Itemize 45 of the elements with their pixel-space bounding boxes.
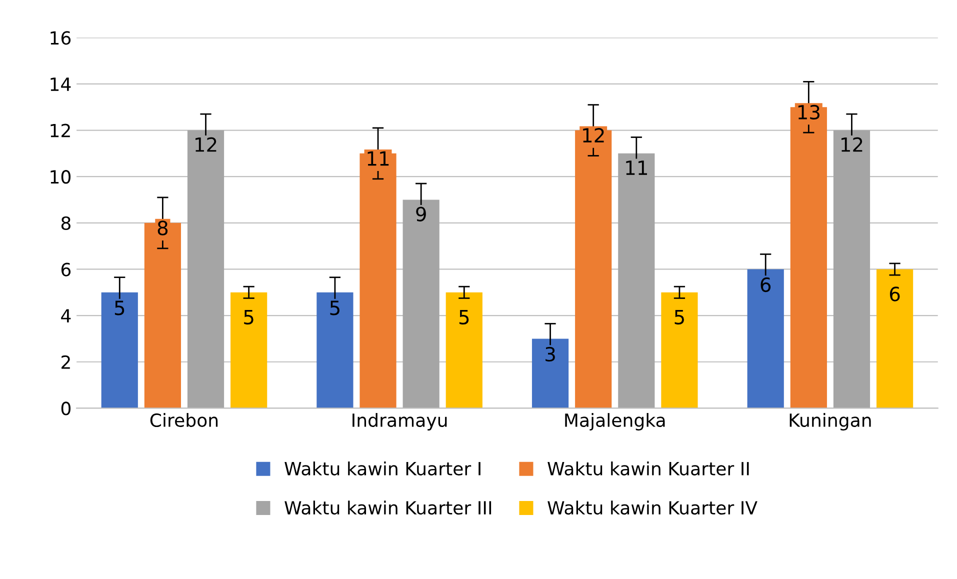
y-tick-label: 8 bbox=[61, 216, 70, 230]
legend-label: Waktu kawin Kuarter I bbox=[284, 462, 480, 476]
data-label: 5 bbox=[330, 300, 340, 316]
data-label: 3 bbox=[546, 346, 555, 362]
data-label: 9 bbox=[416, 206, 426, 222]
data-label: 12 bbox=[196, 137, 216, 152]
bar bbox=[833, 130, 870, 408]
data-label: 12 bbox=[841, 137, 862, 152]
data-label: 6 bbox=[760, 277, 771, 292]
legend-label: Waktu kawin Kuarter IV bbox=[548, 500, 758, 515]
y-tick-label: 2 bbox=[62, 355, 70, 369]
data-label: 6 bbox=[890, 286, 900, 302]
data-label: 5 bbox=[244, 310, 254, 325]
legend-label: Waktu kawin Kuarter II bbox=[548, 462, 749, 476]
legend-label: Waktu kawin Kuarter III bbox=[284, 500, 492, 515]
data-label: 5 bbox=[459, 310, 469, 325]
data-label: 8 bbox=[158, 220, 168, 236]
y-tick-label: 4 bbox=[61, 309, 71, 322]
y-tick-label: 12 bbox=[50, 124, 70, 138]
y-tick-label: 0 bbox=[61, 402, 70, 416]
bar bbox=[446, 292, 482, 408]
bar bbox=[618, 153, 655, 408]
bar bbox=[101, 292, 138, 408]
bar bbox=[402, 200, 440, 408]
data-label: 12 bbox=[583, 128, 604, 142]
bar bbox=[876, 269, 914, 408]
x-tick-label: Kuningan bbox=[790, 413, 871, 431]
data-label: 11 bbox=[626, 160, 647, 175]
y-tick-label: 10 bbox=[50, 170, 70, 184]
data-label: 5 bbox=[674, 310, 684, 325]
x-tick-label: Indramayu bbox=[352, 413, 447, 431]
x-tick-label: Cirebon bbox=[150, 413, 218, 428]
bar bbox=[230, 292, 268, 408]
data-label: 11 bbox=[368, 151, 389, 166]
y-tick-label: 6 bbox=[61, 262, 71, 276]
y-tick-label: 14 bbox=[50, 78, 71, 91]
x-tick-label: Majalengka bbox=[565, 413, 665, 431]
bar bbox=[661, 292, 698, 408]
bar bbox=[187, 130, 224, 408]
bar bbox=[316, 292, 354, 408]
bar bbox=[532, 338, 569, 408]
bar bbox=[747, 269, 784, 408]
data-label: 5 bbox=[114, 300, 124, 316]
y-tick-label: 16 bbox=[50, 31, 71, 45]
data-label: 13 bbox=[798, 104, 820, 120]
